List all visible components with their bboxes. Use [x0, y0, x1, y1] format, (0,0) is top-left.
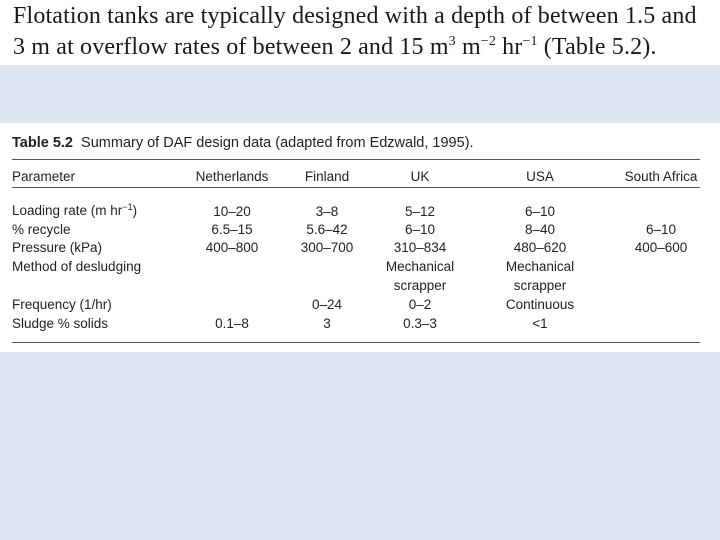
table-top-rule	[12, 159, 700, 160]
cell-method-usa-line2: scrapper	[513, 278, 567, 293]
cell-sludge-uk: 0.3–3	[403, 316, 437, 331]
intro-line-2-c: hr	[495, 34, 523, 60]
cell-method-uk: Mechanical	[385, 259, 455, 274]
cell-method-uk-line2: scrapper	[393, 278, 447, 293]
cell-pressure-netherlands: 400–800	[205, 240, 259, 255]
cell-recycle-usa: 8–40	[524, 222, 556, 237]
cell-loading-rate-usa: 6–10	[524, 204, 556, 219]
intro-line-2-a: 3 m at overflow rates of between 2 and 1…	[13, 34, 449, 60]
header-uk: UK	[410, 169, 430, 184]
header-netherlands: Netherlands	[195, 169, 269, 184]
row-recycle-param: % recycle	[12, 222, 71, 237]
row-frequency-param: Frequency (1/hr)	[12, 297, 112, 312]
cell-sludge-usa: <1	[532, 316, 548, 331]
row-pressure-param: Pressure (kPa)	[12, 240, 103, 255]
cell-recycle-finland: 5.6–42	[306, 222, 348, 237]
cell-frequency-finland: 0–24	[311, 297, 343, 312]
intro-sup-3: −1	[522, 34, 538, 49]
table-caption: Table 5.2 Summary of DAF design data (ad…	[12, 135, 474, 151]
cell-frequency-usa: Continuous	[505, 297, 575, 312]
row-loading-rate-param-end: )	[132, 203, 138, 218]
intro-line-1: Flotation tanks are typically designed w…	[13, 3, 697, 29]
intro-line-2: 3 m at overflow rates of between 2 and 1…	[13, 34, 718, 61]
cell-pressure-finland: 300–700	[300, 240, 354, 255]
row-loading-rate-param: Loading rate (m hr−1)	[12, 202, 138, 219]
cell-pressure-south-africa: 400–600	[634, 240, 688, 255]
header-south-africa: South Africa	[624, 169, 698, 184]
row-sludge-param: Sludge % solids	[12, 316, 109, 331]
cell-loading-rate-netherlands: 10–20	[213, 204, 251, 219]
row-loading-rate-param-text: Loading rate (m hr	[12, 203, 123, 218]
table-panel: Table 5.2 Summary of DAF design data (ad…	[0, 123, 720, 352]
cell-pressure-uk: 310–834	[393, 240, 447, 255]
cell-frequency-uk: 0–2	[408, 297, 432, 312]
cell-sludge-finland: 3	[323, 316, 331, 331]
header-parameter: Parameter	[12, 169, 76, 184]
table-caption-label: Table 5.2	[12, 135, 73, 151]
cell-loading-rate-finland: 3–8	[315, 204, 339, 219]
header-finland: Finland	[304, 169, 350, 184]
intro-line-2-b: m	[455, 34, 481, 60]
intro-line-2-d: (Table 5.2).	[537, 34, 657, 60]
table-caption-text: Summary of DAF design data (adapted from…	[81, 135, 474, 151]
row-method-param: Method of desludging	[12, 259, 142, 274]
cell-loading-rate-uk: 5–12	[404, 204, 436, 219]
cell-recycle-uk: 6–10	[404, 222, 436, 237]
row-loading-rate-param-sup: −1	[122, 202, 133, 212]
header-usa: USA	[526, 169, 554, 184]
cell-sludge-netherlands: 0.1–8	[215, 316, 249, 331]
table-bottom-rule	[12, 342, 700, 343]
intro-sup-1: 3	[448, 34, 456, 49]
table-header-rule	[12, 187, 700, 188]
intro-sup-2: −2	[480, 34, 496, 49]
intro-text-block: Flotation tanks are typically designed w…	[0, 0, 720, 65]
cell-recycle-south-africa: 6–10	[645, 222, 677, 237]
cell-method-usa: Mechanical	[505, 259, 575, 274]
cell-pressure-usa: 480–620	[513, 240, 567, 255]
cell-recycle-netherlands: 6.5–15	[211, 222, 253, 237]
